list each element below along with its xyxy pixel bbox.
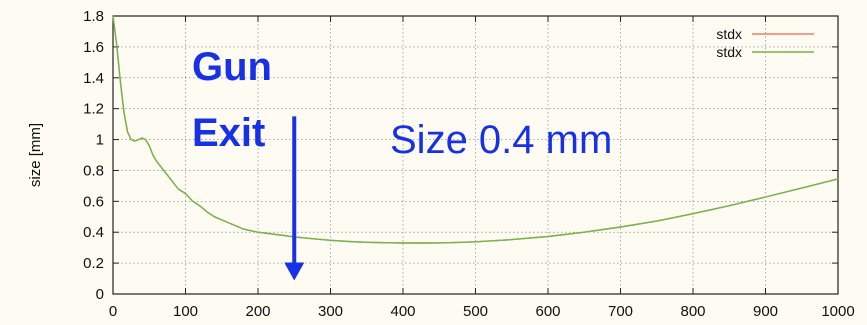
x-tick-label: 600 bbox=[535, 303, 560, 320]
ticks: 0 100 200 300 400 500 600 700 800 900 1000 0 0.2 0.4 0… bbox=[83, 8, 855, 320]
y-tick-label: 1.2 bbox=[83, 101, 104, 118]
x-tick-label: 1000 bbox=[821, 303, 854, 320]
series-line-2 bbox=[112, 15, 839, 244]
x-tick-label: 100 bbox=[173, 303, 198, 320]
annotation-size: Size 0.4 mm bbox=[390, 118, 612, 162]
y-tick-label: 1.8 bbox=[83, 8, 104, 25]
x-tick-label: 500 bbox=[463, 303, 488, 320]
annotation-gun: Gun bbox=[192, 45, 272, 89]
legend: stdx stdx bbox=[716, 26, 814, 60]
x-tick-label: 200 bbox=[245, 303, 270, 320]
x-tick-label: 800 bbox=[680, 303, 705, 320]
y-axis-label: size [mm] bbox=[27, 123, 44, 187]
y-tick-label: 0.8 bbox=[83, 162, 104, 179]
y-tick-label: 1.4 bbox=[83, 70, 104, 87]
legend-label-2: stdx bbox=[716, 44, 742, 60]
annotation-exit: Exit bbox=[192, 111, 265, 155]
y-tick-label: 0.6 bbox=[83, 193, 104, 210]
y-tick-label: 0.4 bbox=[83, 224, 104, 241]
x-tick-label: 900 bbox=[753, 303, 778, 320]
y-tick-label: 1 bbox=[96, 132, 104, 149]
x-tick-label: 700 bbox=[608, 303, 633, 320]
series-lines bbox=[112, 15, 839, 244]
y-tick-label: 0.2 bbox=[83, 255, 104, 272]
annotation-arrow-head bbox=[284, 262, 305, 281]
y-tick-label: 0 bbox=[96, 286, 104, 303]
grid bbox=[113, 16, 838, 294]
x-tick-label: 300 bbox=[318, 303, 343, 320]
y-tick-label: 1.6 bbox=[83, 39, 104, 56]
plot-area bbox=[112, 15, 839, 295]
legend-label-1: stdx bbox=[716, 26, 742, 42]
x-tick-label: 400 bbox=[390, 303, 415, 320]
annotations: Gun Exit Size 0.4 mm bbox=[192, 45, 612, 281]
x-tick-label: 0 bbox=[109, 303, 117, 320]
